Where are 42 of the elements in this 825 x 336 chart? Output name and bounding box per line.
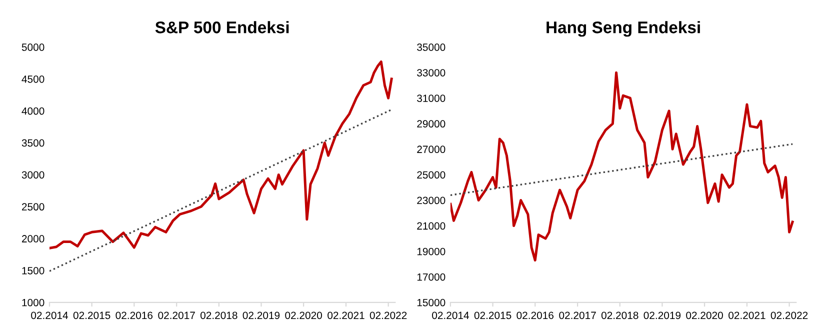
y-tick-label: 21000 — [417, 222, 446, 230]
y-tick-label: 19000 — [417, 248, 446, 256]
y-tick-label: 25000 — [417, 171, 446, 179]
y-tick-label: 1000 — [22, 298, 44, 306]
x-tick-label: 02.2015 — [474, 312, 512, 320]
x-tick-label: 02.2021 — [328, 312, 364, 320]
x-tick-label: 02.2020 — [285, 312, 322, 320]
y-tick-label: 1500 — [22, 266, 44, 274]
y-tick-label: 23000 — [417, 196, 446, 204]
y-tick-label: 29000 — [417, 120, 446, 128]
x-tick-label: 02.2015 — [73, 312, 110, 320]
y-tick-label: 31000 — [417, 94, 446, 102]
x-tick-label: 02.2017 — [158, 312, 195, 320]
x-tick-label: 02.2014 — [31, 312, 68, 320]
x-tick-label: 02.2018 — [200, 312, 238, 320]
y-tick-label: 3000 — [22, 171, 44, 179]
x-tick-label: 02.2014 — [432, 312, 469, 320]
y-tick-label: 4000 — [22, 107, 44, 115]
x-tick-label: 02.2019 — [644, 312, 681, 320]
y-tick-label: 2500 — [22, 203, 44, 211]
y-tick-label: 2000 — [22, 235, 44, 242]
x-tick-label: 02.2022 — [370, 312, 407, 320]
y-tick-label: 5000 — [22, 44, 44, 51]
chart-title: S&P 500 Endeksi — [155, 21, 289, 34]
x-tick-label: 02.2016 — [516, 312, 554, 320]
y-tick-label: 27000 — [417, 146, 446, 154]
x-tick-label: 02.2022 — [770, 312, 808, 320]
x-tick-label: 02.2019 — [242, 312, 280, 320]
y-tick-label: 4500 — [22, 75, 44, 83]
line-series — [450, 71, 794, 262]
y-tick-label: 15000 — [417, 298, 446, 306]
x-tick-label: 02.2017 — [559, 312, 596, 320]
x-tick-label: 02.2018 — [601, 312, 638, 320]
y-tick-label: 3500 — [22, 139, 44, 147]
y-tick-label: 17000 — [417, 273, 446, 281]
y-tick-label: 33000 — [417, 69, 446, 76]
x-tick-label: 02.2021 — [728, 312, 766, 320]
x-tick-label: 02.2020 — [686, 312, 723, 320]
x-tick-label: 02.2016 — [116, 312, 153, 320]
line-series — [50, 60, 393, 250]
chart-title: Hang Seng Endeksi — [546, 21, 700, 37]
y-tick-label: 35000 — [417, 44, 446, 51]
